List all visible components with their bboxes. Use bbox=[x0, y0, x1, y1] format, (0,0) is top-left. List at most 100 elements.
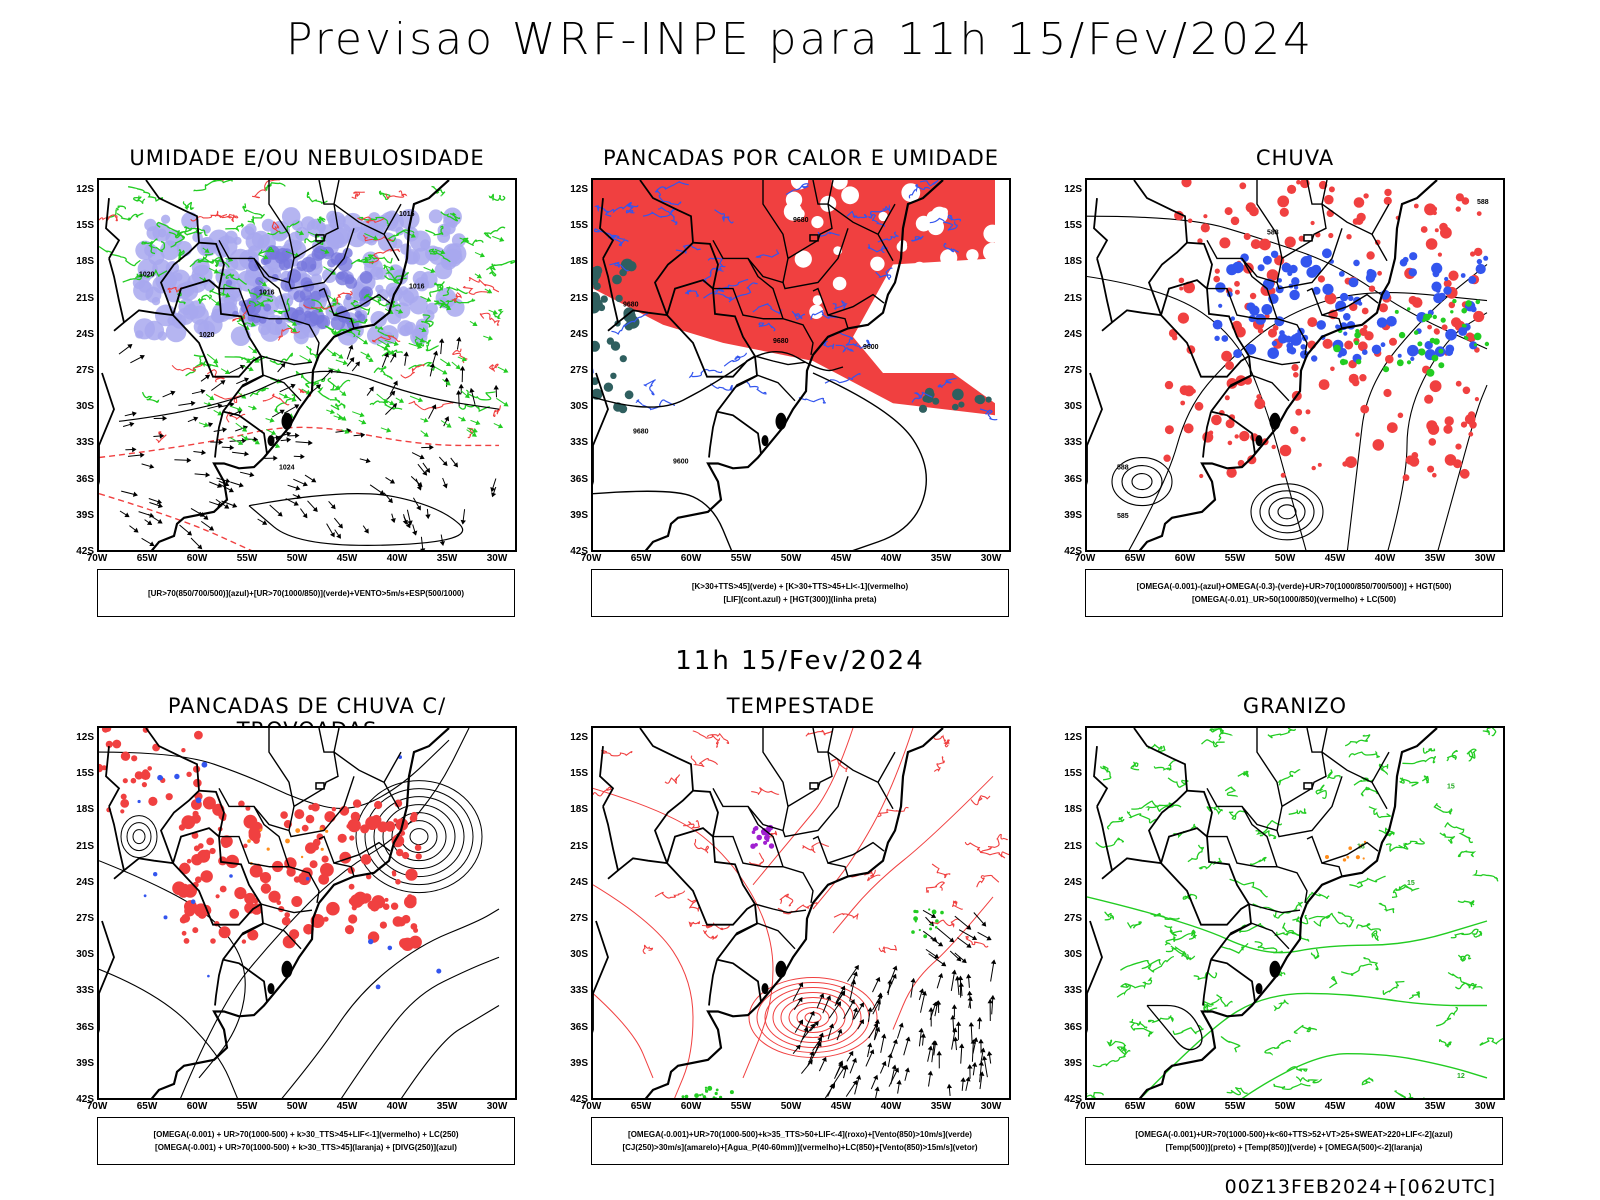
omega-green-area bbox=[1333, 298, 1490, 377]
country-border bbox=[653, 242, 694, 316]
state-border bbox=[1306, 728, 1322, 753]
main-title: Previsao WRF-INPE para 11h 15/Fev/2024 bbox=[286, 14, 1314, 65]
country-border bbox=[1093, 198, 1109, 259]
state-border bbox=[782, 228, 849, 290]
lat-tick-label: 36S bbox=[570, 473, 588, 485]
contour-label: 1020 bbox=[199, 332, 215, 339]
country-border bbox=[602, 806, 619, 871]
lat-tick-label: 12S bbox=[570, 184, 588, 196]
country-border bbox=[1101, 309, 1162, 332]
lat-tick-label: 30S bbox=[76, 949, 94, 961]
state-border bbox=[1206, 728, 1283, 832]
hgt300-labels: 9680 9680 9680 9600 9600 9680 bbox=[623, 217, 879, 465]
lon-tick-label: 70W bbox=[580, 553, 602, 564]
lagoon bbox=[1269, 960, 1281, 978]
federal-district bbox=[809, 782, 819, 790]
lat-tick-label: 15S bbox=[570, 220, 588, 232]
lat-tick-label: 21S bbox=[570, 292, 588, 304]
state-border bbox=[333, 751, 400, 810]
contour-label: 9680 bbox=[793, 217, 809, 224]
lon-tick-label: 70W bbox=[1074, 553, 1096, 564]
lon-tick-label: 50W bbox=[286, 553, 308, 564]
state-border bbox=[1321, 314, 1343, 329]
lat-tick-label: 42S bbox=[570, 1094, 588, 1105]
country-border bbox=[1202, 411, 1212, 458]
contour-label: 1016 bbox=[399, 211, 415, 218]
country-border bbox=[653, 790, 694, 864]
contour-label: 1020 bbox=[139, 272, 155, 279]
lon-tick-label: 55W bbox=[236, 553, 258, 564]
west-circulation bbox=[120, 815, 158, 859]
contour-label: 15 bbox=[1407, 880, 1415, 887]
legend-line: [K>30+TTS>45](verde) + [K>30+TTS>45+LI<-… bbox=[691, 582, 909, 591]
lat-tick-label: 15S bbox=[1064, 768, 1082, 780]
lon-tick-label: 30W bbox=[1474, 1101, 1496, 1112]
lon-tick-label: 45W bbox=[1324, 553, 1346, 564]
country-border bbox=[599, 198, 615, 259]
state-border bbox=[1276, 228, 1343, 290]
state-border bbox=[1276, 776, 1343, 838]
lon-tick-label: 55W bbox=[1224, 1101, 1246, 1112]
state-border bbox=[1321, 203, 1388, 262]
lat-tick-label: 24S bbox=[1064, 328, 1082, 340]
temp-labels: 18 15 12 15 bbox=[1357, 783, 1465, 1080]
panel-legend: [K>30+TTS>45](verde) + [K>30+TTS>45+LI<-… bbox=[591, 569, 1009, 617]
lat-tick-label: 24S bbox=[76, 876, 94, 888]
lon-tick-label: 65W bbox=[136, 553, 158, 564]
lon-tick-label: 50W bbox=[780, 553, 802, 564]
country-border bbox=[1159, 279, 1250, 378]
state-border bbox=[1371, 751, 1390, 783]
state-border bbox=[1257, 866, 1308, 904]
legend-line: [UR>70(850/700/500)](azul)+[UR>70(1000/8… bbox=[147, 588, 465, 598]
federal-district bbox=[1303, 782, 1313, 790]
state-border bbox=[293, 728, 340, 807]
precipitable-water-contours bbox=[593, 729, 1009, 955]
state-border bbox=[318, 180, 334, 205]
lat-tick-label: 36S bbox=[76, 473, 94, 485]
panel-title: GRANIZO bbox=[1242, 694, 1348, 718]
subtitle-date: 11h 15/Fev/2024 bbox=[675, 646, 925, 676]
lon-tick-label: 70W bbox=[86, 1101, 108, 1112]
lat-tick-label: 36S bbox=[76, 1021, 94, 1033]
lon-tick-label: 65W bbox=[630, 1101, 652, 1112]
country-border bbox=[1159, 827, 1250, 926]
state-border bbox=[812, 835, 885, 864]
coastline bbox=[1138, 728, 1438, 1098]
low-circulation bbox=[1250, 483, 1324, 541]
lon-tick-label: 40W bbox=[1374, 1101, 1396, 1112]
lon-tick-label: 35W bbox=[436, 1101, 458, 1112]
lat-tick-label: 39S bbox=[1064, 509, 1082, 521]
lon-tick-label: 70W bbox=[86, 553, 108, 564]
k-tts-orange bbox=[247, 827, 329, 865]
lon-tick-label: 70W bbox=[580, 1101, 602, 1112]
state-border bbox=[219, 806, 290, 868]
lon-tick-label: 60W bbox=[680, 553, 702, 564]
lon-tick-label: 40W bbox=[1374, 553, 1396, 564]
lagoon bbox=[761, 435, 769, 447]
lagoon bbox=[267, 983, 275, 995]
isobar-labels: 1016 1016 1020 1024 1020 1016 bbox=[139, 211, 425, 471]
lagoon bbox=[761, 983, 769, 995]
state-border bbox=[827, 203, 894, 262]
lat-tick-label: 12S bbox=[76, 732, 94, 744]
country-border bbox=[145, 728, 262, 905]
contour-label: 15 bbox=[1447, 783, 1455, 790]
country-border bbox=[716, 958, 762, 1003]
wind-850-green bbox=[911, 908, 944, 939]
state-border bbox=[1248, 903, 1301, 914]
lagoon bbox=[775, 960, 787, 978]
lat-tick-label: 12S bbox=[1064, 184, 1082, 196]
contour-label: 588 bbox=[1477, 199, 1489, 206]
lat-tick-label: 36S bbox=[1064, 1021, 1082, 1033]
wind-850-vectors bbox=[792, 959, 997, 1098]
legend-line: [CJ(250)>30m/s](amarelo)+[Agua_P(40-60mm… bbox=[622, 1143, 978, 1152]
country-border bbox=[665, 279, 756, 378]
lat-tick-label: 33S bbox=[1064, 437, 1082, 449]
state-border bbox=[782, 776, 849, 838]
state-border bbox=[827, 314, 849, 329]
lat-tick-label: 15S bbox=[1064, 220, 1082, 232]
country-border bbox=[145, 180, 262, 357]
state-border bbox=[333, 203, 400, 262]
state-border bbox=[222, 374, 302, 413]
lat-tick-label: 42S bbox=[76, 546, 94, 557]
